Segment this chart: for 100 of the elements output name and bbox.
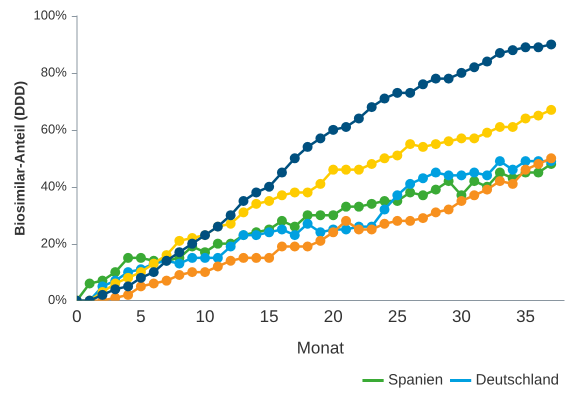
point bbox=[354, 224, 364, 234]
point bbox=[226, 218, 236, 229]
point bbox=[533, 110, 544, 121]
point bbox=[520, 113, 531, 124]
point bbox=[533, 168, 544, 178]
point bbox=[341, 122, 352, 132]
point bbox=[212, 252, 223, 263]
point bbox=[174, 270, 184, 280]
point bbox=[264, 252, 274, 263]
point bbox=[469, 168, 480, 178]
y-tick-label: 100% bbox=[34, 8, 68, 23]
point bbox=[226, 242, 236, 252]
x-tick-label: 20 bbox=[324, 306, 343, 326]
point bbox=[366, 198, 377, 209]
point bbox=[276, 224, 287, 234]
point bbox=[148, 267, 159, 278]
point bbox=[380, 153, 390, 164]
point bbox=[418, 190, 428, 200]
point bbox=[392, 88, 402, 98]
point bbox=[520, 164, 531, 175]
point bbox=[494, 122, 505, 132]
point bbox=[380, 204, 390, 215]
point bbox=[469, 133, 480, 144]
point bbox=[187, 252, 198, 263]
point bbox=[405, 216, 416, 226]
point bbox=[315, 133, 326, 144]
legend-label: Spanien bbox=[388, 372, 444, 389]
x-tick-label: 0 bbox=[72, 306, 82, 326]
point bbox=[405, 139, 416, 150]
point bbox=[290, 230, 300, 240]
point bbox=[469, 176, 480, 186]
point bbox=[392, 190, 402, 200]
point bbox=[418, 173, 428, 184]
point bbox=[174, 247, 184, 258]
x-tick-label: 35 bbox=[516, 306, 536, 326]
point bbox=[302, 242, 313, 252]
point bbox=[174, 236, 184, 246]
point bbox=[302, 218, 313, 229]
point bbox=[380, 218, 390, 229]
point bbox=[290, 242, 300, 252]
point bbox=[212, 261, 223, 272]
x-tick-label: 10 bbox=[196, 306, 214, 326]
y-tick-label: 0% bbox=[48, 292, 68, 308]
point bbox=[276, 168, 287, 178]
point bbox=[251, 198, 262, 209]
point bbox=[380, 196, 390, 206]
x-tick-label: 25 bbox=[388, 306, 407, 326]
point bbox=[110, 267, 120, 278]
point bbox=[136, 281, 146, 292]
point bbox=[341, 216, 352, 226]
point bbox=[238, 207, 248, 218]
point bbox=[508, 164, 518, 175]
point bbox=[546, 39, 556, 50]
point bbox=[315, 236, 326, 246]
point bbox=[187, 238, 198, 249]
point bbox=[546, 153, 556, 164]
point bbox=[315, 178, 326, 189]
x-tick-label: 30 bbox=[452, 306, 471, 326]
x-axis-title: Monat bbox=[296, 338, 344, 358]
point bbox=[251, 230, 262, 240]
point bbox=[276, 242, 287, 252]
point bbox=[533, 158, 544, 169]
point bbox=[290, 153, 300, 164]
point bbox=[430, 207, 441, 218]
point bbox=[136, 252, 146, 263]
point bbox=[430, 184, 441, 195]
point bbox=[418, 142, 428, 152]
point bbox=[482, 170, 492, 180]
point bbox=[456, 133, 466, 144]
point bbox=[264, 196, 274, 206]
point bbox=[494, 48, 505, 58]
point bbox=[276, 190, 287, 200]
point bbox=[405, 187, 416, 198]
point bbox=[251, 187, 262, 198]
point bbox=[405, 88, 416, 98]
x-tick-label: 5 bbox=[136, 306, 146, 326]
point bbox=[341, 164, 352, 175]
point bbox=[456, 68, 466, 78]
point bbox=[187, 267, 198, 278]
point bbox=[110, 292, 120, 301]
point bbox=[264, 227, 274, 238]
point bbox=[508, 45, 518, 56]
point bbox=[366, 158, 377, 169]
point bbox=[200, 252, 210, 263]
point bbox=[418, 79, 428, 90]
point bbox=[405, 178, 416, 189]
y-tick-label: 20% bbox=[40, 235, 68, 250]
legend-label: Deutschland bbox=[476, 372, 560, 389]
point bbox=[354, 164, 364, 175]
point bbox=[264, 182, 274, 192]
point bbox=[392, 150, 402, 160]
point bbox=[238, 252, 248, 263]
point bbox=[341, 202, 352, 212]
point bbox=[315, 227, 326, 238]
point bbox=[494, 168, 505, 178]
y-tick-label: 60% bbox=[40, 121, 68, 136]
point bbox=[392, 216, 402, 226]
point bbox=[341, 224, 352, 234]
point bbox=[546, 104, 556, 115]
point bbox=[482, 56, 492, 67]
